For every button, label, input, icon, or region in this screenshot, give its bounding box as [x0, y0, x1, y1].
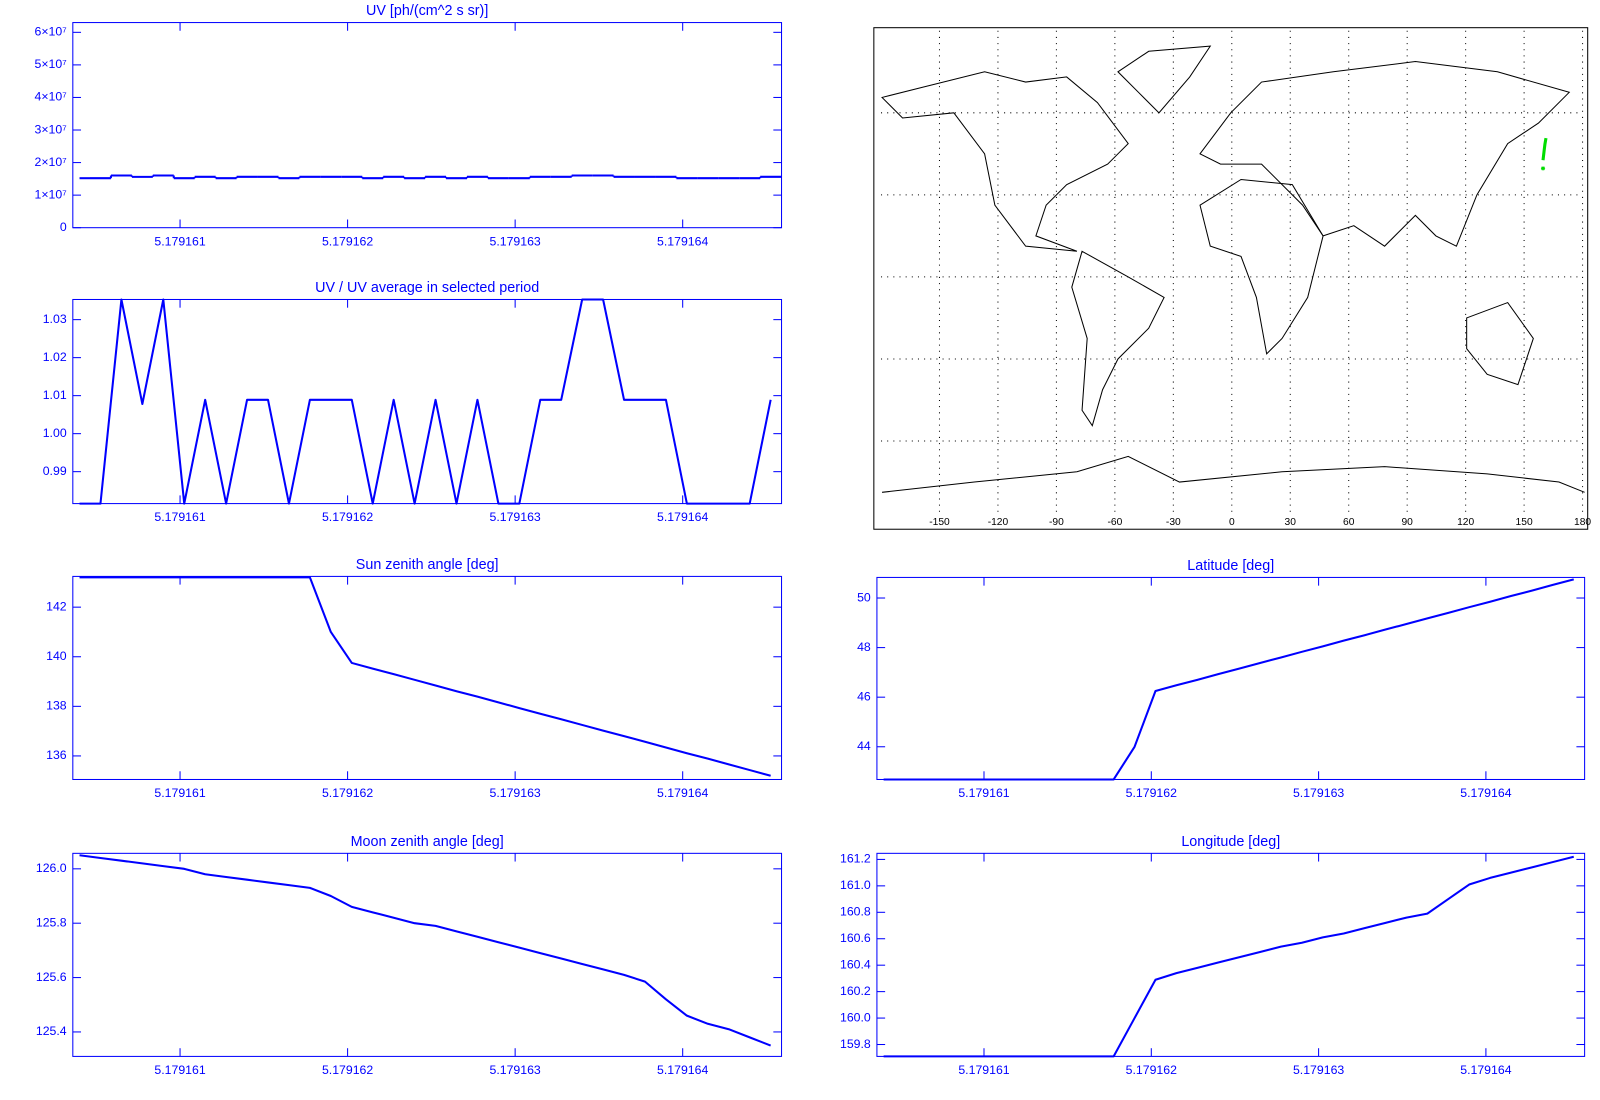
- x-tick-label: 5.179164: [657, 234, 708, 248]
- y-tick-label: 1.02: [43, 350, 67, 364]
- coast-antarctica: [881, 455, 1585, 493]
- x-tick-label: 180: [1574, 517, 1591, 528]
- y-tick-label: 1.03: [43, 312, 67, 326]
- x-tick-label: 5.179162: [322, 1063, 373, 1077]
- y-tick-label: 125.6: [36, 970, 67, 984]
- coast-australia: [1466, 301, 1534, 386]
- x-tick-label: 5.179164: [657, 786, 708, 800]
- y-tick-label: 125.4: [36, 1024, 67, 1038]
- y-tick-label: 0.99: [43, 464, 67, 478]
- plot-frame: [72, 298, 783, 505]
- start-marker: [1540, 166, 1546, 171]
- x-tick-label: 5.179161: [154, 234, 205, 248]
- y-tick-label: 126.0: [36, 861, 67, 875]
- x-tick-label: 5.179163: [1293, 1063, 1344, 1077]
- plot-frame: [876, 576, 1586, 780]
- x-tick-label: 5.179163: [489, 786, 540, 800]
- chart-title: Latitude [deg]: [1187, 558, 1274, 574]
- x-tick-label: 5.179161: [958, 786, 1009, 800]
- coast-south-america: [1071, 250, 1165, 427]
- y-tick-label: 138: [46, 699, 67, 713]
- chart-title: Longitude [deg]: [1181, 834, 1280, 850]
- y-tick-label: 1.01: [43, 388, 67, 402]
- y-tick-label: 46: [857, 689, 871, 703]
- coast-greenland: [1117, 45, 1212, 114]
- y-tick-label: 0: [60, 220, 67, 234]
- y-tick-label: 4×10⁷: [35, 90, 67, 104]
- y-tick-label: 44: [857, 739, 871, 753]
- x-tick-label: 5.179161: [958, 1063, 1009, 1077]
- track: [1541, 137, 1548, 161]
- x-tick-label: 5.179163: [1293, 786, 1344, 800]
- plot-frame: [72, 575, 783, 780]
- x-tick-label: 5.179161: [154, 1063, 205, 1077]
- chart-title: Moon zenith angle [deg]: [351, 834, 504, 850]
- x-tick-label: 5.179163: [489, 234, 540, 248]
- x-tick-label: 5.179164: [657, 510, 708, 524]
- x-tick-label: -30: [1166, 517, 1181, 528]
- y-tick-label: 136: [46, 748, 67, 762]
- x-tick-label: 5.179164: [657, 1063, 708, 1077]
- x-tick-label: 120: [1457, 517, 1474, 528]
- y-tick-label: 5×10⁷: [35, 57, 67, 71]
- y-tick-label: 125.8: [36, 915, 67, 929]
- y-tick-label: 161.2: [840, 852, 871, 866]
- x-tick-label: 5.179162: [1126, 1063, 1177, 1077]
- plot-frame: [72, 22, 783, 229]
- y-tick-label: 142: [46, 599, 67, 613]
- y-tick-label: 48: [857, 640, 871, 654]
- x-tick-label: -120: [988, 517, 1009, 528]
- coastlines: [881, 45, 1585, 493]
- chart-title: UV / UV average in selected period: [315, 280, 539, 296]
- y-tick-label: 2×10⁷: [35, 155, 67, 169]
- plot-window: UV [ph/(cm^2 s sr)] 0 1×10⁷ 2×10⁷ 3×10⁷ 4×10⁷…: [35, 3, 1592, 1077]
- y-tick-label: 1.00: [43, 426, 67, 440]
- y-tick-label: 160.8: [840, 905, 871, 919]
- y-tick-label: 140: [46, 649, 67, 663]
- x-tick-label: 5.179164: [1460, 1063, 1511, 1077]
- map-frame: [873, 27, 1589, 530]
- coast-eurasia: [1199, 61, 1571, 247]
- x-tick-label: 60: [1343, 517, 1355, 528]
- y-tick-label: 160.2: [840, 984, 871, 998]
- x-tick-label: 90: [1401, 517, 1413, 528]
- x-tick-label: 5.179162: [322, 510, 373, 524]
- x-tick-label: 5.179161: [154, 786, 205, 800]
- y-tick-label: 3×10⁷: [35, 122, 67, 136]
- y-tick-label: 160.4: [840, 957, 871, 971]
- y-tick-label: 160.0: [840, 1010, 871, 1024]
- x-tick-label: -60: [1107, 517, 1122, 528]
- x-tick-label: 150: [1516, 517, 1533, 528]
- x-tick-label: 5.179163: [489, 510, 540, 524]
- data-line: [883, 578, 1575, 781]
- y-tick-label: 161.0: [840, 878, 871, 892]
- y-tick-label: 160.6: [840, 931, 871, 945]
- x-tick-label: 5.179162: [1126, 786, 1177, 800]
- plot-frame: [72, 852, 783, 1057]
- chart-title: Sun zenith angle [deg]: [356, 557, 499, 573]
- data-line: [79, 576, 771, 777]
- x-tick-label: 5.179162: [322, 234, 373, 248]
- y-tick-label: 50: [857, 590, 871, 604]
- plot-frame: [876, 852, 1586, 1057]
- y-tick-label: 6×10⁷: [35, 25, 67, 39]
- x-tick-label: 0: [1229, 517, 1235, 528]
- coast-north-america: [881, 71, 1129, 252]
- x-tick-label: 30: [1285, 517, 1297, 528]
- data-line: [883, 855, 1574, 1058]
- chart-title: UV [ph/(cm^2 s sr)]: [366, 3, 488, 19]
- y-tick-label: 1×10⁷: [35, 187, 67, 201]
- x-tick-label: 5.179161: [154, 510, 205, 524]
- x-tick-label: -90: [1049, 517, 1064, 528]
- coast-africa: [1199, 178, 1324, 355]
- y-tick-label: 159.8: [840, 1037, 871, 1051]
- data-line: [79, 298, 772, 505]
- x-tick-label: 5.179162: [322, 786, 373, 800]
- data-line: [79, 854, 772, 1047]
- x-tick-label: 5.179164: [1460, 786, 1511, 800]
- x-tick-label: 5.179163: [489, 1063, 540, 1077]
- x-tick-label: -150: [929, 517, 950, 528]
